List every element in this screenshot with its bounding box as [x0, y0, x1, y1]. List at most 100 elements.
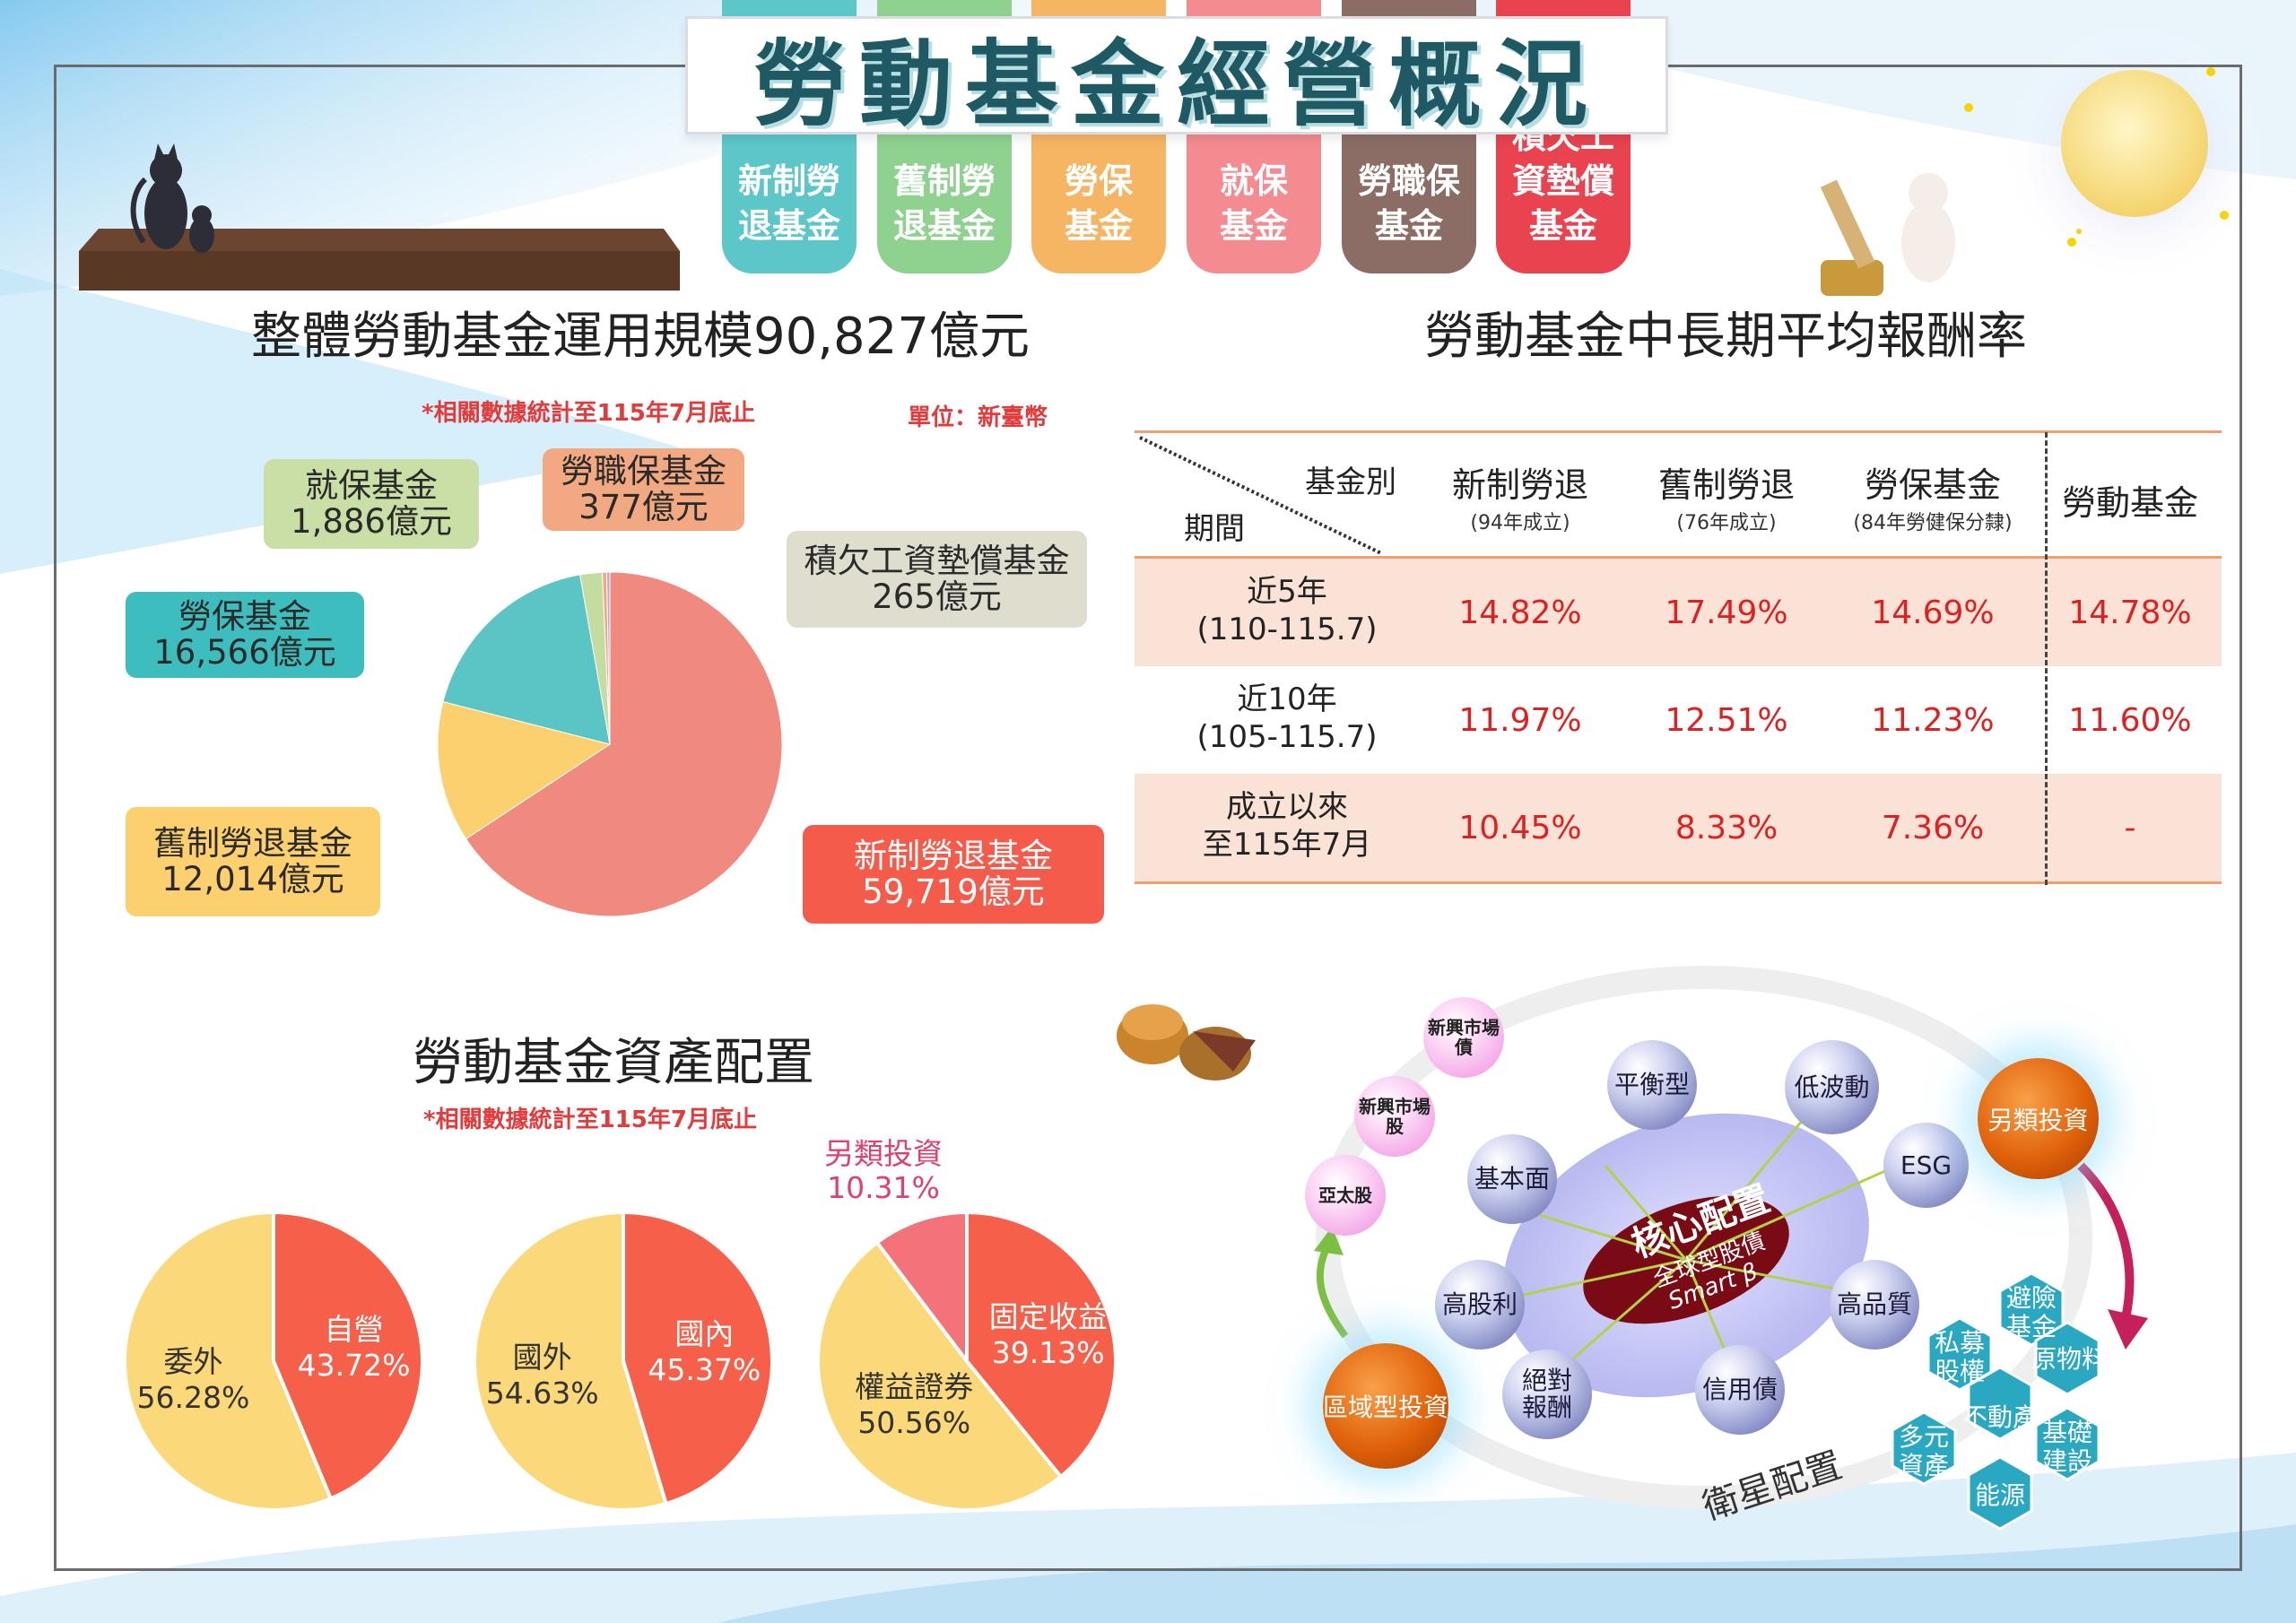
asset-note: *相關數據統計至115年7月底止 — [423, 1107, 757, 1133]
ball-low-volatility: 低波動 — [1785, 1040, 1879, 1134]
unit-note: 單位：新臺幣 — [908, 404, 1048, 431]
cell-value: 12.51% — [1665, 702, 1788, 739]
label-name: 就保基金 — [305, 466, 438, 505]
label-name: 勞保基金 — [178, 597, 311, 636]
cell-value: 14.78% — [2068, 595, 2192, 631]
slice-name-label: 自營 — [325, 1312, 384, 1347]
alt-investment-slice-label: 另類投資 10.31% — [803, 1137, 964, 1205]
hex-hedge-fund: 避險 基金 — [2005, 1283, 2057, 1341]
label-value: 265億元 — [872, 577, 1002, 616]
pie-slice — [473, 1210, 669, 1512]
label-occupational-insurance: 勞職保基金 377億元 — [543, 448, 744, 531]
slice-name-label: 固定收益 — [989, 1299, 1108, 1334]
cell-value: 14.69% — [1871, 595, 1995, 631]
col-header-labor-fund: 勞動基金 — [2061, 483, 2198, 523]
row-period: 成立以來 至115年7月 — [1202, 789, 1372, 863]
pie-slice — [442, 574, 611, 745]
cell-value: 14.82% — [1458, 595, 1582, 631]
cell-value: 17.49% — [1665, 595, 1788, 631]
row-period: 近5年 (110-115.7) — [1196, 574, 1378, 647]
label-labor-insurance: 勞保基金 16,566億元 — [126, 592, 364, 678]
label-new-pension: 新制勞退基金 59,719億元 — [803, 825, 1104, 924]
col-header-labor-insurance: 勞保基金 (84年勞健保分隸) — [1853, 465, 2013, 534]
pie-slice — [123, 1210, 334, 1512]
slice-value-label: 43.72% — [298, 1348, 411, 1383]
ball-esg: ESG — [1883, 1123, 1969, 1208]
cell-value: 10.45% — [1458, 810, 1582, 846]
label-value: 12,014億元 — [161, 860, 344, 898]
pie-slice — [465, 571, 783, 917]
hex-real-estate: 不動產 — [1961, 1402, 2038, 1432]
slice-name-label: 委外 — [163, 1344, 222, 1379]
return-title: 勞動基金中長期平均報酬率 — [1424, 308, 2027, 366]
cell-value: 11.97% — [1458, 702, 1582, 739]
ball-asia-pacific: 亞太股 — [1305, 1155, 1386, 1236]
slice-name-label: 權益證券 — [855, 1369, 973, 1404]
table-bottom-rule — [1135, 881, 2222, 884]
ball-fundamental: 基本面 — [1467, 1134, 1557, 1224]
table-row: 成立以來 至115年7月 10.45% 8.33% 7.36% - — [1135, 774, 2222, 881]
slice-name-label: 另類投資 — [824, 1136, 943, 1171]
label-value: 1,886億元 — [291, 502, 452, 541]
row-period: 近10年 (105-115.7) — [1196, 681, 1378, 755]
slice-value-label: 54.63% — [486, 1376, 599, 1410]
ball-balanced: 平衡型 — [1607, 1040, 1697, 1130]
col-header-new-pension: 新制勞退 (94年成立) — [1451, 465, 1588, 534]
slice-value-label: 10.31% — [827, 1170, 940, 1205]
label-arrears-fund: 積欠工資墊償基金 265億元 — [787, 531, 1087, 628]
page-title: 勞動基金經營概況 — [752, 29, 1600, 139]
table-separator — [2045, 432, 2048, 885]
header-period: 期間 — [1184, 511, 1245, 547]
cell-value: - — [2124, 810, 2136, 846]
asset-title: 勞動基金資產配置 — [413, 1034, 814, 1092]
pie-slice — [437, 700, 612, 840]
slice-value-label: 45.37% — [648, 1352, 761, 1387]
scale-title: 整體勞動基金運用規模90,827億元 — [251, 308, 1030, 366]
slice-name-label: 國外 — [513, 1340, 572, 1375]
slice-name-label: 國內 — [674, 1316, 734, 1351]
alt-investment-ball: 另類投資 — [1978, 1058, 2099, 1179]
ball-em-bond: 新興市場 債 — [1423, 997, 1504, 1078]
table-header-rule — [1135, 556, 2222, 559]
table-top-rule — [1135, 430, 2222, 433]
label-old-pension: 舊制勞退基金 12,014億元 — [126, 807, 380, 916]
label-name: 積欠工資墊償基金 — [804, 542, 1070, 580]
scale-note: *相關數據統計至115年7月底止 — [422, 400, 755, 427]
ball-credit: 信用債 — [1695, 1345, 1785, 1435]
cell-value: 8.33% — [1674, 810, 1779, 846]
fund-scale-pie — [437, 571, 783, 917]
hex-infrastructure: 基礎 建設 — [2041, 1418, 2092, 1476]
table-row: 近5年 (110-115.7) 14.82% 17.49% 14.69% 14.7… — [1135, 559, 2222, 666]
pie-slice — [622, 1210, 774, 1506]
slice-value-label: 39.13% — [992, 1335, 1105, 1370]
pie-slice — [965, 1210, 1118, 1480]
regional-investment-ball: 區域型投資 — [1323, 1343, 1448, 1469]
label-employment-insurance: 就保基金 1,886億元 — [264, 459, 479, 549]
label-value: 377億元 — [578, 488, 709, 526]
header-fund: 基金別 — [1305, 464, 1396, 500]
label-name: 勞職保基金 — [561, 452, 726, 490]
ball-high-dividend: 高股利 — [1435, 1260, 1525, 1350]
pie-slice — [874, 1210, 969, 1367]
pie-slice — [605, 571, 611, 745]
ball-absolute-return: 絕對 報酬 — [1502, 1350, 1592, 1439]
pie-slice — [272, 1210, 424, 1501]
slice-value-label: 50.56% — [857, 1405, 970, 1440]
hex-private-equity: 私募 股權 — [1934, 1328, 1985, 1386]
label-name: 新制勞退基金 — [854, 837, 1053, 875]
hex-energy: 能源 — [1974, 1480, 2025, 1510]
cell-value: 11.60% — [2068, 702, 2192, 739]
col-header-old-pension: 舊制勞退 (76年成立) — [1657, 465, 1795, 534]
ball-em-equity: 新興市場 股 — [1354, 1076, 1435, 1157]
return-table: 基金別 期間 新制勞退 (94年成立) 舊制勞退 (76年成立) 勞保基金 (8… — [1135, 430, 2222, 888]
table-diagonal — [1139, 436, 1382, 555]
label-value: 16,566億元 — [153, 633, 336, 672]
hex-commodities: 原物料 — [2031, 1344, 2107, 1374]
cell-value: 7.36% — [1881, 810, 1985, 846]
ball-high-quality: 高品質 — [1830, 1260, 1919, 1350]
label-value: 59,719億元 — [862, 872, 1045, 911]
pie-slice — [816, 1239, 1064, 1512]
